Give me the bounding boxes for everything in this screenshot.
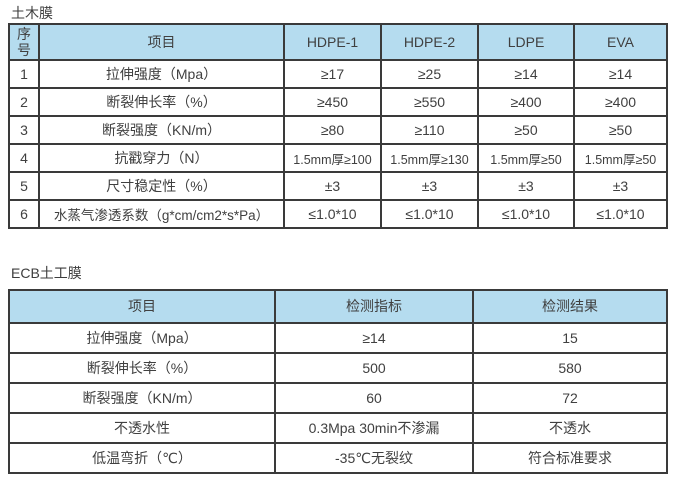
table-cell: 1.5mm厚≥130	[380, 143, 479, 173]
table-cell: 6	[8, 199, 40, 229]
table-cell: 1.5mm厚≥50	[573, 143, 668, 173]
table-row: 5 尺寸稳定性（%） ±3 ±3 ±3 ±3	[8, 171, 668, 201]
table-cell: ≥14	[477, 59, 575, 89]
membrane-header-row: 序号 项目 HDPE-1 HDPE-2 LDPE EVA	[8, 23, 668, 61]
table-cell: 72	[472, 382, 668, 414]
table-cell: ≥17	[283, 59, 382, 89]
column-header: 项目	[38, 23, 285, 61]
table-row: 拉伸强度（Mpa） ≥14 15	[8, 322, 668, 354]
table-cell: ±3	[380, 171, 479, 201]
table-cell: ≤1.0*10	[573, 199, 668, 229]
column-header: 检测指标	[274, 289, 474, 324]
table-cell: 1	[8, 59, 40, 89]
table-cell: ≥110	[380, 115, 479, 145]
column-header: 检测结果	[472, 289, 668, 324]
table-row: 2 断裂伸长率（%） ≥450 ≥550 ≥400 ≥400	[8, 87, 668, 117]
table-cell: ≥14	[274, 322, 474, 354]
table-cell: 符合标准要求	[472, 442, 668, 474]
table-cell: 500	[274, 352, 474, 384]
table-cell: ≥25	[380, 59, 479, 89]
ecb-spec-table: 项目 检测指标 检测结果 拉伸强度（Mpa） ≥14 15 断裂伸长率（%） 500 580 断…	[8, 289, 668, 474]
ecb-header-row: 项目 检测指标 检测结果	[8, 289, 668, 324]
table-cell: ≥80	[283, 115, 382, 145]
table-cell: 断裂伸长率（%）	[8, 352, 276, 384]
table-cell: 0.3Mpa 30min不渗漏	[274, 412, 474, 444]
column-header: 项目	[8, 289, 276, 324]
table-cell: 3	[8, 115, 40, 145]
table-cell: 抗戳穿力（N）	[38, 143, 285, 173]
table-cell: ±3	[477, 171, 575, 201]
section-membrane: 土木膜 序号 项目 HDPE-1 HDPE-2 LDPE EVA 1 拉伸强度（Mpa） ≥1…	[0, 4, 674, 229]
membrane-spec-table: 序号 项目 HDPE-1 HDPE-2 LDPE EVA 1 拉伸强度（Mpa） ≥17 ≥25…	[8, 23, 668, 229]
table-cell: 5	[8, 171, 40, 201]
table-cell: 不透水	[472, 412, 668, 444]
section-ecb: ECB土工膜 项目 检测指标 检测结果 拉伸强度（Mpa） ≥14 15 断裂伸长率（%）…	[0, 264, 674, 474]
table-cell: 拉伸强度（Mpa）	[38, 59, 285, 89]
table-cell: 断裂强度（KN/m）	[8, 382, 276, 414]
table-cell: ≥50	[477, 115, 575, 145]
table-cell: ≥50	[573, 115, 668, 145]
column-header: 序号	[8, 23, 40, 61]
column-header: HDPE-1	[283, 23, 382, 61]
table-cell: ≤1.0*10	[283, 199, 382, 229]
table-row: 3 断裂强度（KN/m） ≥80 ≥110 ≥50 ≥50	[8, 115, 668, 145]
table-cell: 断裂伸长率（%）	[38, 87, 285, 117]
column-header: LDPE	[477, 23, 575, 61]
table-row: 断裂伸长率（%） 500 580	[8, 352, 668, 384]
table-cell: 低温弯折（℃）	[8, 442, 276, 474]
table-cell: 2	[8, 87, 40, 117]
table-cell: ≥450	[283, 87, 382, 117]
column-header: HDPE-2	[380, 23, 479, 61]
table-row: 不透水性 0.3Mpa 30min不渗漏 不透水	[8, 412, 668, 444]
table-row: 断裂强度（KN/m） 60 72	[8, 382, 668, 414]
table-cell: 15	[472, 322, 668, 354]
table-cell: 1.5mm厚≥100	[283, 143, 382, 173]
table-cell: 4	[8, 143, 40, 173]
table-cell: ≥550	[380, 87, 479, 117]
table-cell: 断裂强度（KN/m）	[38, 115, 285, 145]
table-cell: 拉伸强度（Mpa）	[8, 322, 276, 354]
table-row: 6 水蒸气渗透系数（g*cm/cm2*s*Pa） ≤1.0*10 ≤1.0*10 ≤1.…	[8, 199, 668, 229]
table-cell: ≥400	[573, 87, 668, 117]
table-cell: 不透水性	[8, 412, 276, 444]
table-cell: 尺寸稳定性（%）	[38, 171, 285, 201]
table-cell: 580	[472, 352, 668, 384]
table-cell: ≥14	[573, 59, 668, 89]
table-row: 4 抗戳穿力（N） 1.5mm厚≥100 1.5mm厚≥130 1.5mm厚≥50 1.5…	[8, 143, 668, 173]
table-cell: ±3	[283, 171, 382, 201]
table-cell: ±3	[573, 171, 668, 201]
table-row: 低温弯折（℃） -35℃无裂纹 符合标准要求	[8, 442, 668, 474]
membrane-section-title: 土木膜	[11, 5, 53, 21]
column-header: EVA	[573, 23, 668, 61]
table-cell: ≤1.0*10	[477, 199, 575, 229]
table-cell: 60	[274, 382, 474, 414]
table-row: 1 拉伸强度（Mpa） ≥17 ≥25 ≥14 ≥14	[8, 59, 668, 89]
table-cell: -35℃无裂纹	[274, 442, 474, 474]
table-cell: ≤1.0*10	[380, 199, 479, 229]
table-cell: 水蒸气渗透系数（g*cm/cm2*s*Pa）	[38, 199, 285, 229]
table-cell: 1.5mm厚≥50	[477, 143, 575, 173]
table-cell: ≥400	[477, 87, 575, 117]
ecb-section-title: ECB土工膜	[11, 265, 82, 281]
